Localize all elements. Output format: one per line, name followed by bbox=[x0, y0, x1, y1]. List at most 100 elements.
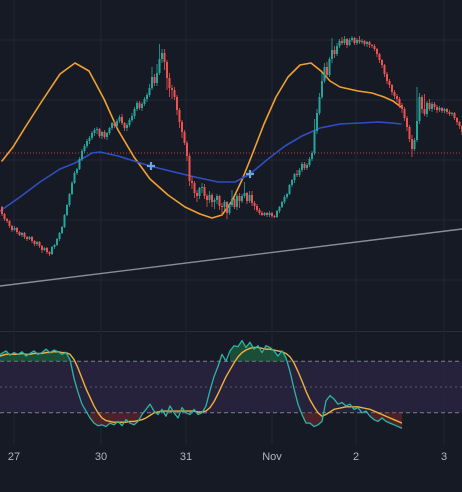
candle-body bbox=[281, 202, 283, 207]
candle-body bbox=[163, 53, 166, 62]
candle-body bbox=[161, 53, 163, 59]
price-pane[interactable] bbox=[0, 0, 462, 330]
candle-body bbox=[388, 81, 391, 85]
candle-body bbox=[311, 153, 313, 159]
candle-body bbox=[56, 239, 58, 245]
candle-body bbox=[196, 193, 198, 196]
candle-body bbox=[293, 174, 296, 180]
candle-body bbox=[373, 46, 376, 49]
candle-body bbox=[441, 108, 443, 111]
candle-body bbox=[303, 164, 306, 168]
candle-body bbox=[18, 232, 21, 235]
candle-body bbox=[283, 197, 286, 202]
candle-body bbox=[421, 97, 423, 109]
candle-body bbox=[241, 196, 243, 201]
candle-body bbox=[178, 110, 181, 122]
candle-body bbox=[33, 241, 36, 244]
candle-body bbox=[88, 138, 91, 141]
candle-body bbox=[291, 180, 293, 185]
candle-body bbox=[91, 133, 93, 138]
candle-body bbox=[213, 200, 216, 202]
candle-body bbox=[46, 248, 48, 252]
x-tick-label: 2 bbox=[353, 451, 359, 463]
candle-body bbox=[398, 99, 401, 105]
candle-body bbox=[141, 104, 143, 108]
candle-body bbox=[168, 78, 171, 88]
candle-body bbox=[313, 131, 316, 153]
candle-body bbox=[266, 213, 268, 215]
x-tick-label: 30 bbox=[95, 451, 107, 463]
candle-body bbox=[63, 215, 66, 227]
candle-body bbox=[53, 245, 56, 247]
candle-body bbox=[431, 104, 433, 109]
candle-body bbox=[226, 202, 228, 213]
candle-body bbox=[363, 41, 366, 44]
candle-body bbox=[333, 50, 336, 54]
candle-body bbox=[381, 60, 383, 65]
candle-body bbox=[341, 41, 343, 43]
candle-body bbox=[396, 96, 398, 99]
candle-body bbox=[386, 74, 388, 81]
candle-body bbox=[206, 196, 208, 200]
candle-body bbox=[68, 194, 71, 205]
candle-body bbox=[413, 140, 416, 149]
candle-body bbox=[306, 165, 308, 168]
candle-body bbox=[71, 183, 73, 194]
candle-body bbox=[133, 109, 136, 116]
candle-body bbox=[261, 213, 263, 215]
candle-body bbox=[191, 181, 193, 183]
candle-body bbox=[51, 247, 53, 254]
candle-body bbox=[438, 108, 441, 110]
candle-body bbox=[221, 206, 223, 207]
candle-body bbox=[273, 216, 276, 217]
candle-body bbox=[158, 59, 161, 73]
candle-body bbox=[76, 169, 78, 173]
candle-body bbox=[353, 38, 356, 43]
candle-body bbox=[86, 141, 88, 146]
candle-body bbox=[136, 103, 138, 109]
candle-body bbox=[371, 45, 373, 46]
candle-body bbox=[188, 156, 191, 181]
candle-body bbox=[38, 242, 41, 246]
candle-body bbox=[73, 173, 76, 183]
candle-body bbox=[156, 73, 158, 83]
moving-average-line-1 bbox=[1, 62, 402, 219]
candle-body bbox=[251, 195, 253, 203]
candle-body bbox=[231, 199, 233, 205]
candle-body bbox=[143, 99, 146, 104]
candle-body bbox=[146, 95, 148, 99]
candle-body bbox=[263, 213, 266, 215]
candle-body bbox=[148, 88, 151, 95]
cross-markers bbox=[147, 162, 254, 178]
candle-body bbox=[173, 90, 176, 97]
candle-body bbox=[93, 130, 96, 133]
candle-body bbox=[268, 213, 271, 215]
candle-body bbox=[41, 246, 43, 250]
candle-body bbox=[456, 118, 458, 122]
candle-body bbox=[331, 50, 333, 59]
candle-body bbox=[406, 118, 408, 127]
osc-band-fill bbox=[0, 361, 462, 413]
candle-body bbox=[36, 242, 38, 244]
candle-body bbox=[151, 77, 153, 88]
oscillator-lines bbox=[0, 339, 403, 429]
candle-body bbox=[351, 38, 353, 40]
x-tick-label: 3 bbox=[441, 451, 447, 463]
candle-body bbox=[123, 123, 126, 128]
candle-body bbox=[361, 41, 363, 42]
candle-body bbox=[393, 92, 396, 96]
candle-body bbox=[338, 41, 341, 46]
candle-body bbox=[443, 109, 446, 111]
candle-body bbox=[253, 203, 256, 206]
candle-body bbox=[451, 113, 453, 114]
candle-body bbox=[98, 129, 101, 136]
moving-average-line-2 bbox=[0, 121, 402, 212]
candle-body bbox=[448, 112, 451, 114]
candle-body bbox=[243, 193, 246, 196]
oscillator-band bbox=[0, 360, 462, 414]
candle-body bbox=[391, 85, 393, 92]
candle-body bbox=[323, 67, 326, 81]
osc-slow-line bbox=[0, 346, 403, 424]
candle-body bbox=[113, 123, 116, 126]
